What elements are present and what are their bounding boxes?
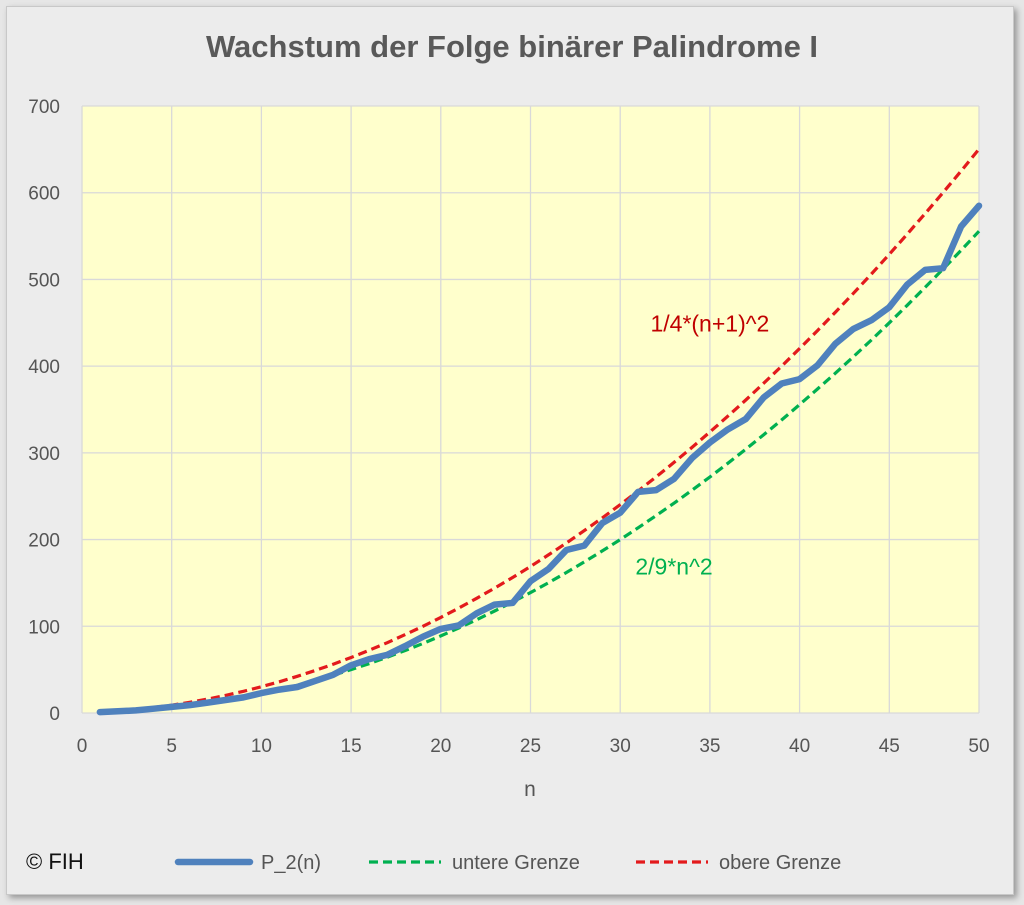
x-tick-label: 0 — [77, 736, 88, 757]
x-tick-label: 40 — [789, 736, 810, 757]
x-tick-label: 15 — [341, 736, 362, 757]
series-line-obere-grenze — [99, 148, 981, 714]
x-tick-label: 5 — [166, 736, 177, 757]
x-axis-ticks: 0 5 10 15 20 25 30 35 40 45 50 — [77, 736, 990, 757]
annotation-label: 1/4*(n+1)^2 — [650, 310, 769, 336]
annotations: 1/4*(n+1)^2 2/9*n^2 — [635, 310, 769, 579]
copyright-text: © FIH — [26, 849, 84, 874]
chart-title: Wachstum der Folge binärer Palindrome I — [206, 29, 818, 64]
y-tick-label: 700 — [28, 97, 60, 118]
legend-label: untere Grenze — [452, 852, 580, 874]
y-tick-label: 100 — [28, 617, 60, 638]
annotation-label: 2/9*n^2 — [635, 553, 712, 579]
legend-label: P_2(n) — [261, 852, 321, 874]
y-tick-label: 200 — [28, 531, 60, 552]
legend-label: obere Grenze — [719, 852, 841, 874]
y-tick-label: 400 — [28, 357, 60, 378]
x-axis-label: n — [524, 778, 536, 801]
series-line-p-2-n- — [96, 202, 983, 716]
y-axis-ticks: 0 100 200 300 400 500 600 700 — [28, 97, 60, 725]
x-tick-label: 30 — [610, 736, 631, 757]
y-tick-label: 0 — [49, 704, 60, 725]
y-tick-label: 500 — [28, 270, 60, 291]
x-tick-label: 50 — [968, 736, 989, 757]
x-tick-label: 10 — [251, 736, 272, 757]
series-lines — [96, 148, 983, 716]
y-tick-label: 600 — [28, 184, 60, 205]
x-tick-label: 20 — [430, 736, 451, 757]
x-tick-label: 35 — [699, 736, 720, 757]
legend: P_2(n) untere Grenze obere Grenze — [174, 852, 841, 874]
gridlines — [81, 105, 980, 714]
y-tick-label: 300 — [28, 444, 60, 465]
x-tick-label: 25 — [520, 736, 541, 757]
x-tick-label: 45 — [879, 736, 900, 757]
